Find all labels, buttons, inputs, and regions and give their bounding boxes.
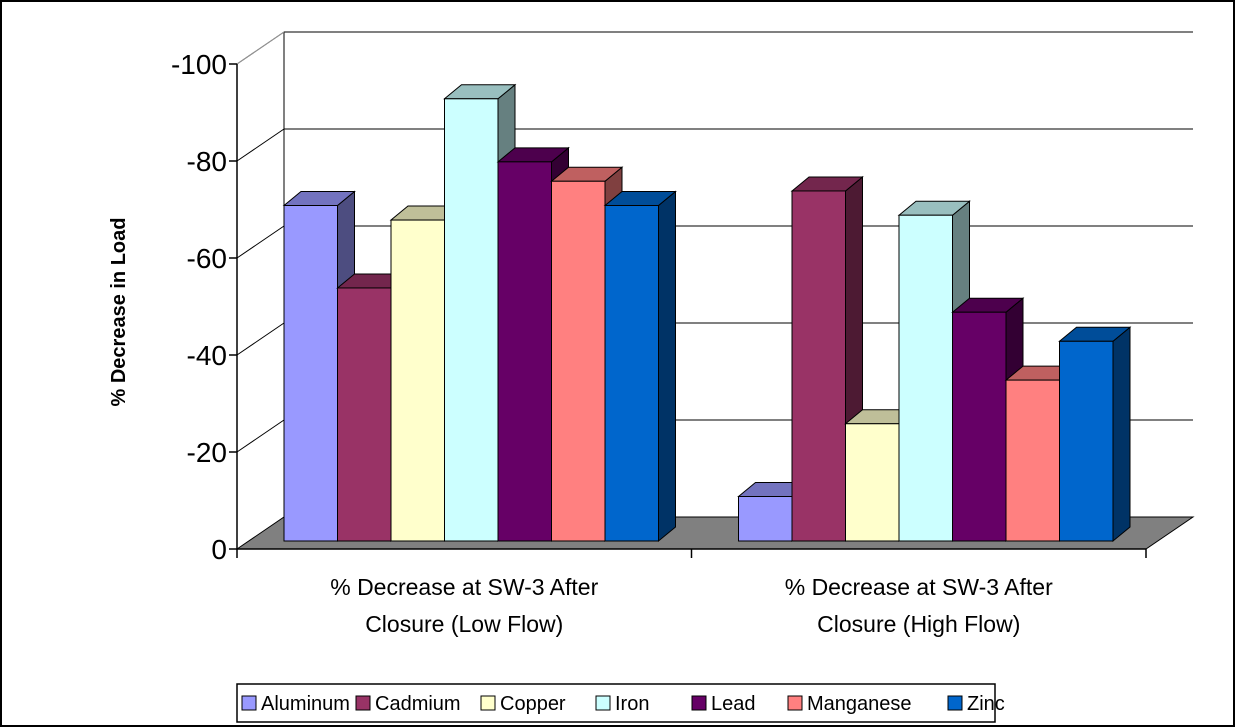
bar-cadmium-2 bbox=[790, 175, 864, 543]
legend-box bbox=[236, 683, 996, 723]
bar-zinc-2 bbox=[1058, 326, 1132, 543]
gridline-side bbox=[236, 322, 285, 356]
bar-front bbox=[604, 205, 659, 542]
gridline-side bbox=[236, 419, 285, 453]
x-category-label: % Decrease at SW-3 After bbox=[330, 574, 598, 600]
legend-item-manganese: Manganese bbox=[787, 693, 912, 715]
side-wall-edge bbox=[236, 31, 285, 65]
legend-items: Aluminum Cadmium Copper Iron Lead Manganese Zi… bbox=[241, 693, 1005, 715]
legend-swatch bbox=[480, 695, 496, 711]
y-axis-label: % Decrease in Load bbox=[108, 218, 130, 407]
legend-item-iron: Iron bbox=[595, 693, 649, 715]
bar-front bbox=[1059, 340, 1114, 542]
x-category-label: Closure (High Flow) bbox=[817, 611, 1020, 637]
legend-swatch bbox=[691, 695, 707, 711]
bar-front bbox=[444, 98, 499, 542]
legend-swatch bbox=[241, 695, 257, 711]
y-tick-label: -20 bbox=[187, 437, 227, 468]
legend-item-cadmium: Cadmium bbox=[355, 693, 461, 715]
bar-copper-1 bbox=[389, 204, 463, 543]
bar-front bbox=[952, 311, 1007, 542]
legend-label: Iron bbox=[615, 693, 649, 715]
bar-side bbox=[658, 190, 676, 543]
bar-zinc-1 bbox=[603, 190, 677, 543]
legend-item-lead: Lead bbox=[691, 693, 756, 715]
bar-front bbox=[390, 219, 445, 542]
bar-front bbox=[845, 423, 900, 542]
gridline-side bbox=[236, 225, 285, 259]
legend-item-copper: Copper bbox=[480, 693, 566, 715]
legend-label: Manganese bbox=[807, 693, 912, 715]
bar-front bbox=[497, 161, 552, 542]
bar-front bbox=[791, 190, 846, 542]
legend-label: Copper bbox=[500, 693, 566, 715]
legend-label: Aluminum bbox=[261, 693, 350, 715]
bar-side bbox=[1112, 326, 1131, 543]
y-tick-label: -100 bbox=[171, 49, 227, 80]
bar-front bbox=[283, 205, 338, 542]
legend-item-aluminum: Aluminum bbox=[241, 693, 350, 715]
legend-item-zinc: Zinc bbox=[947, 693, 1005, 715]
legend-swatch bbox=[595, 695, 611, 711]
bar-front bbox=[898, 214, 953, 542]
x-category-label: Closure (Low Flow) bbox=[365, 611, 563, 637]
gridline-side bbox=[236, 128, 285, 162]
x-category-label: % Decrease at SW-3 After bbox=[785, 574, 1053, 600]
legend-swatch bbox=[787, 695, 803, 711]
y-tick-label: 0 bbox=[211, 534, 227, 565]
plot-area: 0 -20 -40 -60 -80 -100 bbox=[171, 31, 1195, 565]
category-labels: % Decrease at SW-3 After Closure (Low Flo… bbox=[330, 574, 1053, 637]
y-tick-label: -60 bbox=[187, 243, 227, 274]
bar-front bbox=[738, 496, 793, 542]
legend: Aluminum Cadmium Copper Iron Lead Manganese Zi… bbox=[236, 683, 1005, 723]
legend-swatch bbox=[947, 695, 963, 711]
bar-front bbox=[1005, 379, 1060, 542]
bar-front bbox=[551, 180, 606, 542]
legend-label: Lead bbox=[711, 693, 756, 715]
legend-label: Cadmium bbox=[375, 693, 461, 715]
legend-swatch bbox=[355, 695, 371, 711]
legend-label: Zinc bbox=[967, 693, 1005, 715]
y-tick-label: -80 bbox=[187, 146, 227, 177]
bar-front bbox=[337, 287, 392, 542]
y-tick-label: -40 bbox=[187, 340, 227, 371]
